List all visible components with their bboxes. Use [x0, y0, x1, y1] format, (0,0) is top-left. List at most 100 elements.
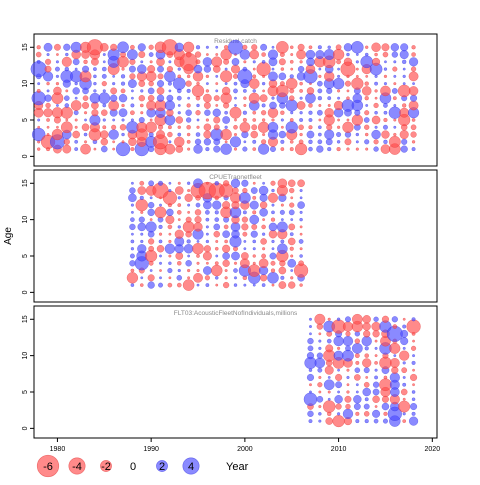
residual-bubble [177, 67, 181, 71]
residual-bubble [196, 118, 200, 122]
residual-bubble [159, 203, 163, 207]
residual-bubble [271, 203, 275, 207]
y-tick-label: 0 [22, 154, 29, 158]
residual-bubble [336, 146, 341, 152]
residual-bubble [288, 95, 295, 101]
residual-bubble [205, 53, 209, 57]
residual-bubble [220, 128, 232, 141]
residual-bubble [43, 108, 53, 118]
residual-bubble [346, 89, 350, 93]
residual-bubble [290, 269, 294, 272]
residual-bubble [31, 91, 46, 106]
residual-bubble [167, 267, 173, 274]
legend-bubble [100, 460, 112, 472]
residual-bubble [205, 217, 210, 222]
residual-bubble [121, 67, 125, 71]
residual-bubble [43, 42, 53, 52]
residual-bubble [271, 210, 275, 215]
residual-bubble [205, 146, 210, 152]
residual-bubble [183, 41, 195, 53]
residual-bubble [261, 247, 266, 251]
residual-bubble [81, 101, 90, 110]
residual-bubble [166, 208, 174, 217]
residual-bubble [298, 139, 304, 145]
residual-bubble [148, 245, 155, 252]
residual-bubble [138, 80, 146, 88]
residual-bubble [346, 118, 350, 122]
residual-bubble [168, 89, 172, 93]
residual-bubble [299, 247, 303, 251]
residual-bubble [175, 116, 184, 124]
residual-bubble [112, 118, 116, 122]
residual-bubble [326, 338, 332, 344]
residual-bubble [344, 316, 351, 323]
residual-bubble [139, 180, 145, 186]
residual-bubble [399, 107, 410, 118]
residual-bubble [335, 403, 342, 410]
residual-bubble [73, 110, 79, 116]
residual-bubble [355, 360, 360, 365]
residual-bubble [318, 74, 322, 79]
residual-bubble [299, 188, 303, 193]
residual-bubble [408, 57, 419, 67]
residual-bubble [194, 216, 202, 224]
residual-bubble [298, 260, 304, 267]
residual-bubble [175, 252, 184, 260]
residual-bubble [205, 283, 210, 288]
residual-bubble [203, 245, 212, 253]
residual-bubble [182, 221, 195, 233]
residual-bubble [63, 43, 71, 51]
residual-bubble [128, 65, 136, 73]
residual-bubble [139, 103, 144, 108]
residual-bubble [36, 88, 41, 93]
panel-frame [33, 305, 438, 439]
residual-bubble [215, 45, 219, 49]
residual-bubble [222, 259, 230, 267]
residual-bubble [215, 89, 219, 93]
residual-bubble [162, 190, 178, 205]
residual-bubble [411, 360, 416, 365]
residual-bubble [383, 139, 388, 145]
residual-bubble [168, 60, 172, 64]
residual-bubble [280, 147, 285, 152]
residual-bubble [186, 103, 191, 108]
residual-bubble [156, 87, 165, 95]
residual-bubble [252, 110, 257, 115]
residual-bubble [149, 269, 153, 273]
residual-bubble [278, 266, 287, 275]
residual-bubble [193, 64, 203, 74]
residual-bubble [334, 395, 343, 404]
legend-bubble [182, 457, 200, 475]
residual-bubble [288, 281, 296, 289]
residual-bubble [60, 121, 73, 134]
residual-bubble [55, 125, 59, 129]
residual-bubble [299, 217, 303, 222]
residual-bubble [400, 329, 409, 338]
residual-bubble [233, 276, 238, 280]
residual-bubble [168, 232, 172, 236]
residual-bubble [342, 121, 354, 133]
residual-bubble [316, 80, 323, 87]
residual-bubble [343, 43, 353, 52]
residual-bubble [268, 229, 278, 239]
residual-bubble [401, 59, 407, 65]
y-tick-label: 15 [22, 315, 29, 323]
residual-bubble [186, 74, 191, 79]
residual-bubble [159, 254, 163, 258]
residual-bubble [362, 387, 371, 397]
residual-bubble [318, 412, 322, 416]
residual-bubble [308, 317, 312, 321]
residual-bubble [242, 146, 248, 152]
residual-bubble [187, 203, 191, 207]
residual-bubble [213, 223, 221, 231]
residual-bubble [249, 214, 260, 225]
residual-bubble [74, 81, 78, 86]
residual-bubble [177, 103, 181, 107]
residual-bubble [299, 254, 303, 258]
residual-bubble [402, 74, 406, 79]
residual-bubble [240, 252, 249, 260]
residual-bubble [110, 87, 118, 95]
residual-bubble [289, 45, 294, 50]
residual-bubble [400, 337, 409, 346]
residual-bubble [346, 147, 350, 151]
